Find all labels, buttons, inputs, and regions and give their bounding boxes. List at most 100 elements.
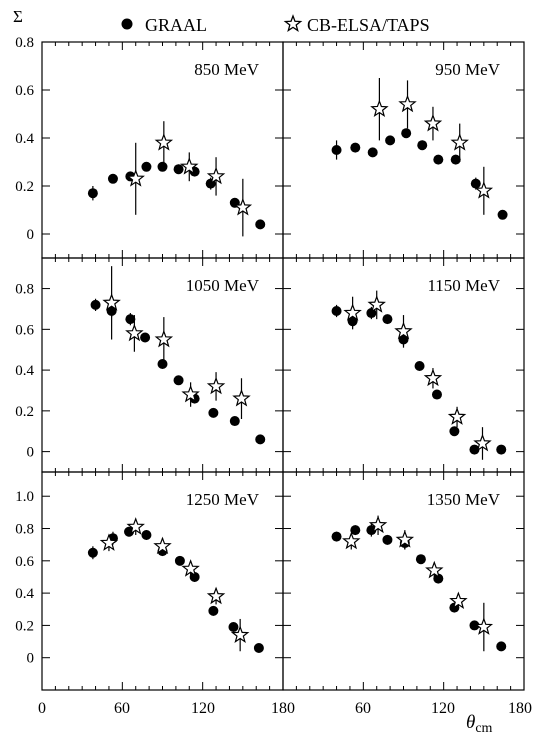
cb-point — [398, 94, 417, 113]
cb-point — [206, 376, 226, 395]
graal-point — [228, 622, 239, 633]
graal-point — [255, 434, 266, 445]
graal-point — [350, 525, 361, 536]
graal-point — [366, 525, 377, 536]
graal-point — [450, 154, 461, 165]
graal-point — [107, 173, 118, 184]
cb-point — [474, 181, 494, 199]
y-tick-label: 0.2 — [15, 179, 34, 195]
cb-point — [206, 166, 226, 185]
cb-point — [474, 617, 494, 635]
panel-energy-label: 850 MeV — [194, 60, 259, 79]
graal-point — [382, 534, 393, 545]
graal-point — [208, 605, 219, 616]
panels: 0 0.2 0.4 0.6 0.8 850 MeV 950 MeV 0 0.2 0.4 0.6 0.8… — [15, 35, 525, 691]
cb-point — [368, 515, 388, 534]
cb-point — [473, 433, 492, 452]
graal-point — [157, 161, 168, 172]
graal-point — [253, 643, 264, 654]
graal-point — [255, 219, 266, 230]
panel-850-mev: 0 0.2 0.4 0.6 0.8 850 MeV — [15, 35, 284, 259]
graal-point — [140, 332, 151, 343]
graal-point — [350, 142, 361, 153]
graal-point — [431, 389, 442, 400]
x-axis-title-main: θ — [466, 712, 475, 733]
cb-point — [425, 560, 444, 579]
cb-point — [125, 323, 144, 342]
y-tick-label: 0.8 — [15, 35, 34, 51]
legend-graal-marker — [121, 18, 133, 30]
panel-950-mev: 950 MeV — [282, 41, 525, 259]
graal-point — [449, 426, 460, 437]
graal-point — [331, 531, 342, 542]
graal-point — [141, 161, 152, 172]
panel-energy-label: 950 MeV — [435, 60, 500, 79]
x-tick-label-60: 60 — [114, 700, 130, 717]
cb-point — [450, 133, 469, 151]
graal-point — [125, 314, 136, 325]
graal-point — [401, 128, 412, 139]
cb-point — [126, 517, 145, 535]
x-tick-label-120: 120 — [191, 700, 215, 717]
y-tick-label: 0.4 — [15, 131, 34, 147]
graal-point — [469, 444, 480, 455]
legend-cb-label: CB-ELSA/TAPS — [307, 15, 430, 35]
panel-energy-label: 1150 MeV — [427, 276, 500, 295]
cb-point — [180, 157, 199, 175]
y-tick-label: 0.2 — [15, 618, 34, 634]
graal-point — [90, 299, 101, 310]
panel-1350-mev: 1350 MeV — [282, 471, 525, 691]
cb-point — [230, 625, 250, 643]
cb-point — [181, 384, 200, 403]
y-tick-label: 1.0 — [15, 489, 34, 505]
cb-point — [154, 133, 174, 151]
graal-point — [124, 526, 135, 537]
graal-point — [417, 140, 428, 151]
cb-point — [181, 559, 200, 577]
graal-point — [141, 529, 152, 540]
cb-point — [370, 99, 389, 118]
x-axis-title-sub: cm — [475, 721, 492, 734]
graal-point — [157, 358, 168, 369]
legend-graal-label: GRAAL — [145, 15, 207, 35]
graal-point — [208, 407, 219, 418]
y-tick-label: 0 — [27, 227, 35, 243]
graal-point — [470, 178, 481, 189]
graal-point — [433, 154, 444, 165]
graal-point — [367, 147, 378, 158]
graal-point — [87, 188, 98, 199]
graal-point — [469, 620, 480, 631]
cb-point — [232, 388, 251, 407]
panel-1050-mev: 0 0.2 0.4 0.6 0.8 1050 MeV — [15, 257, 284, 473]
cb-point — [395, 530, 415, 548]
graal-point — [173, 375, 184, 386]
cb-point — [423, 113, 443, 132]
graal-point — [229, 416, 240, 427]
panel-energy-label: 1250 MeV — [186, 490, 260, 509]
cb-point — [367, 295, 386, 313]
graal-point — [173, 164, 184, 175]
panel-1250-mev: 0 0.2 0.4 0.6 0.8 1.0 1250 MeV — [15, 471, 284, 691]
graal-point — [385, 135, 396, 146]
y-tick-label: 0 — [27, 651, 35, 667]
graal-point — [87, 547, 98, 558]
cb-point — [126, 169, 145, 187]
y-tick-label: 0.4 — [15, 363, 34, 379]
y-tick-label: 0.4 — [15, 586, 34, 602]
x-tick-label-180-right: 180 — [508, 700, 532, 717]
y-tick-label: 0.8 — [15, 282, 34, 298]
y-tick-label: 0.6 — [15, 554, 34, 570]
cb-point — [99, 533, 119, 551]
cb-point — [343, 303, 362, 321]
y-tick-label: 0.2 — [15, 404, 34, 420]
cb-point — [233, 197, 253, 216]
y-tick-label: 0.6 — [15, 322, 34, 338]
y-tick-label: 0.6 — [15, 83, 34, 99]
graal-point — [497, 209, 508, 220]
x-tick-label-0: 0 — [38, 700, 46, 717]
graal-point — [415, 554, 426, 565]
legend-cb-marker — [283, 14, 303, 32]
graal-point — [382, 314, 393, 325]
graal-point — [414, 361, 425, 372]
